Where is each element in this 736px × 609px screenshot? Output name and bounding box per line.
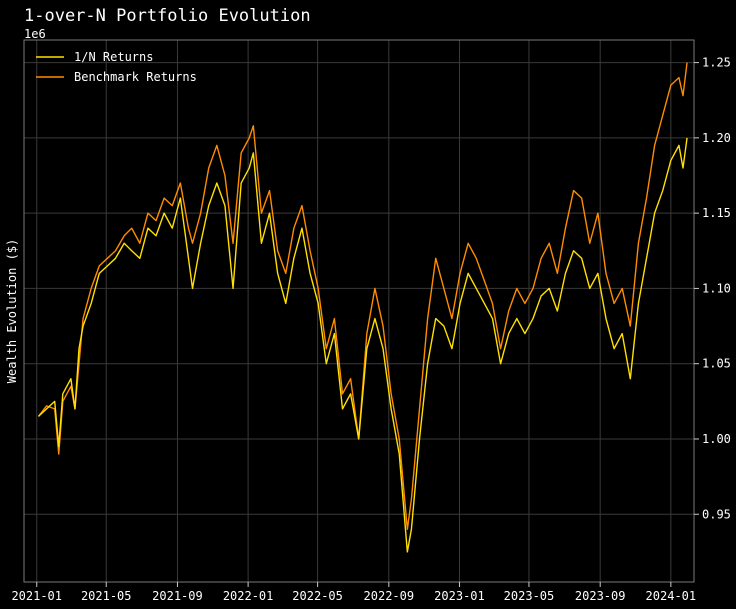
x-tick-label: 2023-09 — [575, 589, 626, 603]
y-tick-label: 1.25 — [702, 56, 731, 70]
y-axis: 0.95 1.00 1.05 1.10 1.15 1.20 1.25 — [694, 56, 731, 521]
y-tick-label: 1.20 — [702, 131, 731, 145]
series-line — [38, 137, 688, 553]
x-tick-label: 2024-01 — [646, 589, 697, 603]
legend-label: Benchmark Returns — [74, 70, 197, 84]
y-offset-label: 1e6 — [24, 27, 46, 41]
x-axis: 2021-01 2021-05 2021-09 2022-01 2022-05 2022-… — [11, 582, 696, 603]
y-tick-label: 1.10 — [702, 281, 731, 295]
legend-label: 1/N Returns — [74, 50, 153, 64]
y-axis-label: Wealth Evolution ($) — [5, 239, 19, 384]
y-tick-label: 0.95 — [702, 507, 731, 521]
x-tick-label: 2023-05 — [504, 589, 555, 603]
x-tick-label: 2022-01 — [223, 589, 274, 603]
y-tick-label: 1.05 — [702, 357, 731, 371]
grid-lines — [24, 40, 694, 582]
x-tick-label: 2021-01 — [11, 589, 62, 603]
x-tick-label: 2022-09 — [364, 589, 415, 603]
legend: 1/N Returns Benchmark Returns — [36, 50, 197, 84]
chart-title: 1-over-N Portfolio Evolution — [24, 6, 311, 26]
y-tick-label: 1.00 — [702, 432, 731, 446]
x-tick-label: 2023-01 — [434, 589, 485, 603]
x-tick-label: 2021-09 — [152, 589, 203, 603]
y-tick-label: 1.15 — [702, 206, 731, 220]
series-lines — [37, 62, 688, 553]
x-tick-label: 2022-05 — [292, 589, 343, 603]
plot-area-frame — [23, 39, 695, 583]
x-tick-label: 2021-05 — [81, 589, 132, 603]
series-line — [37, 62, 688, 531]
